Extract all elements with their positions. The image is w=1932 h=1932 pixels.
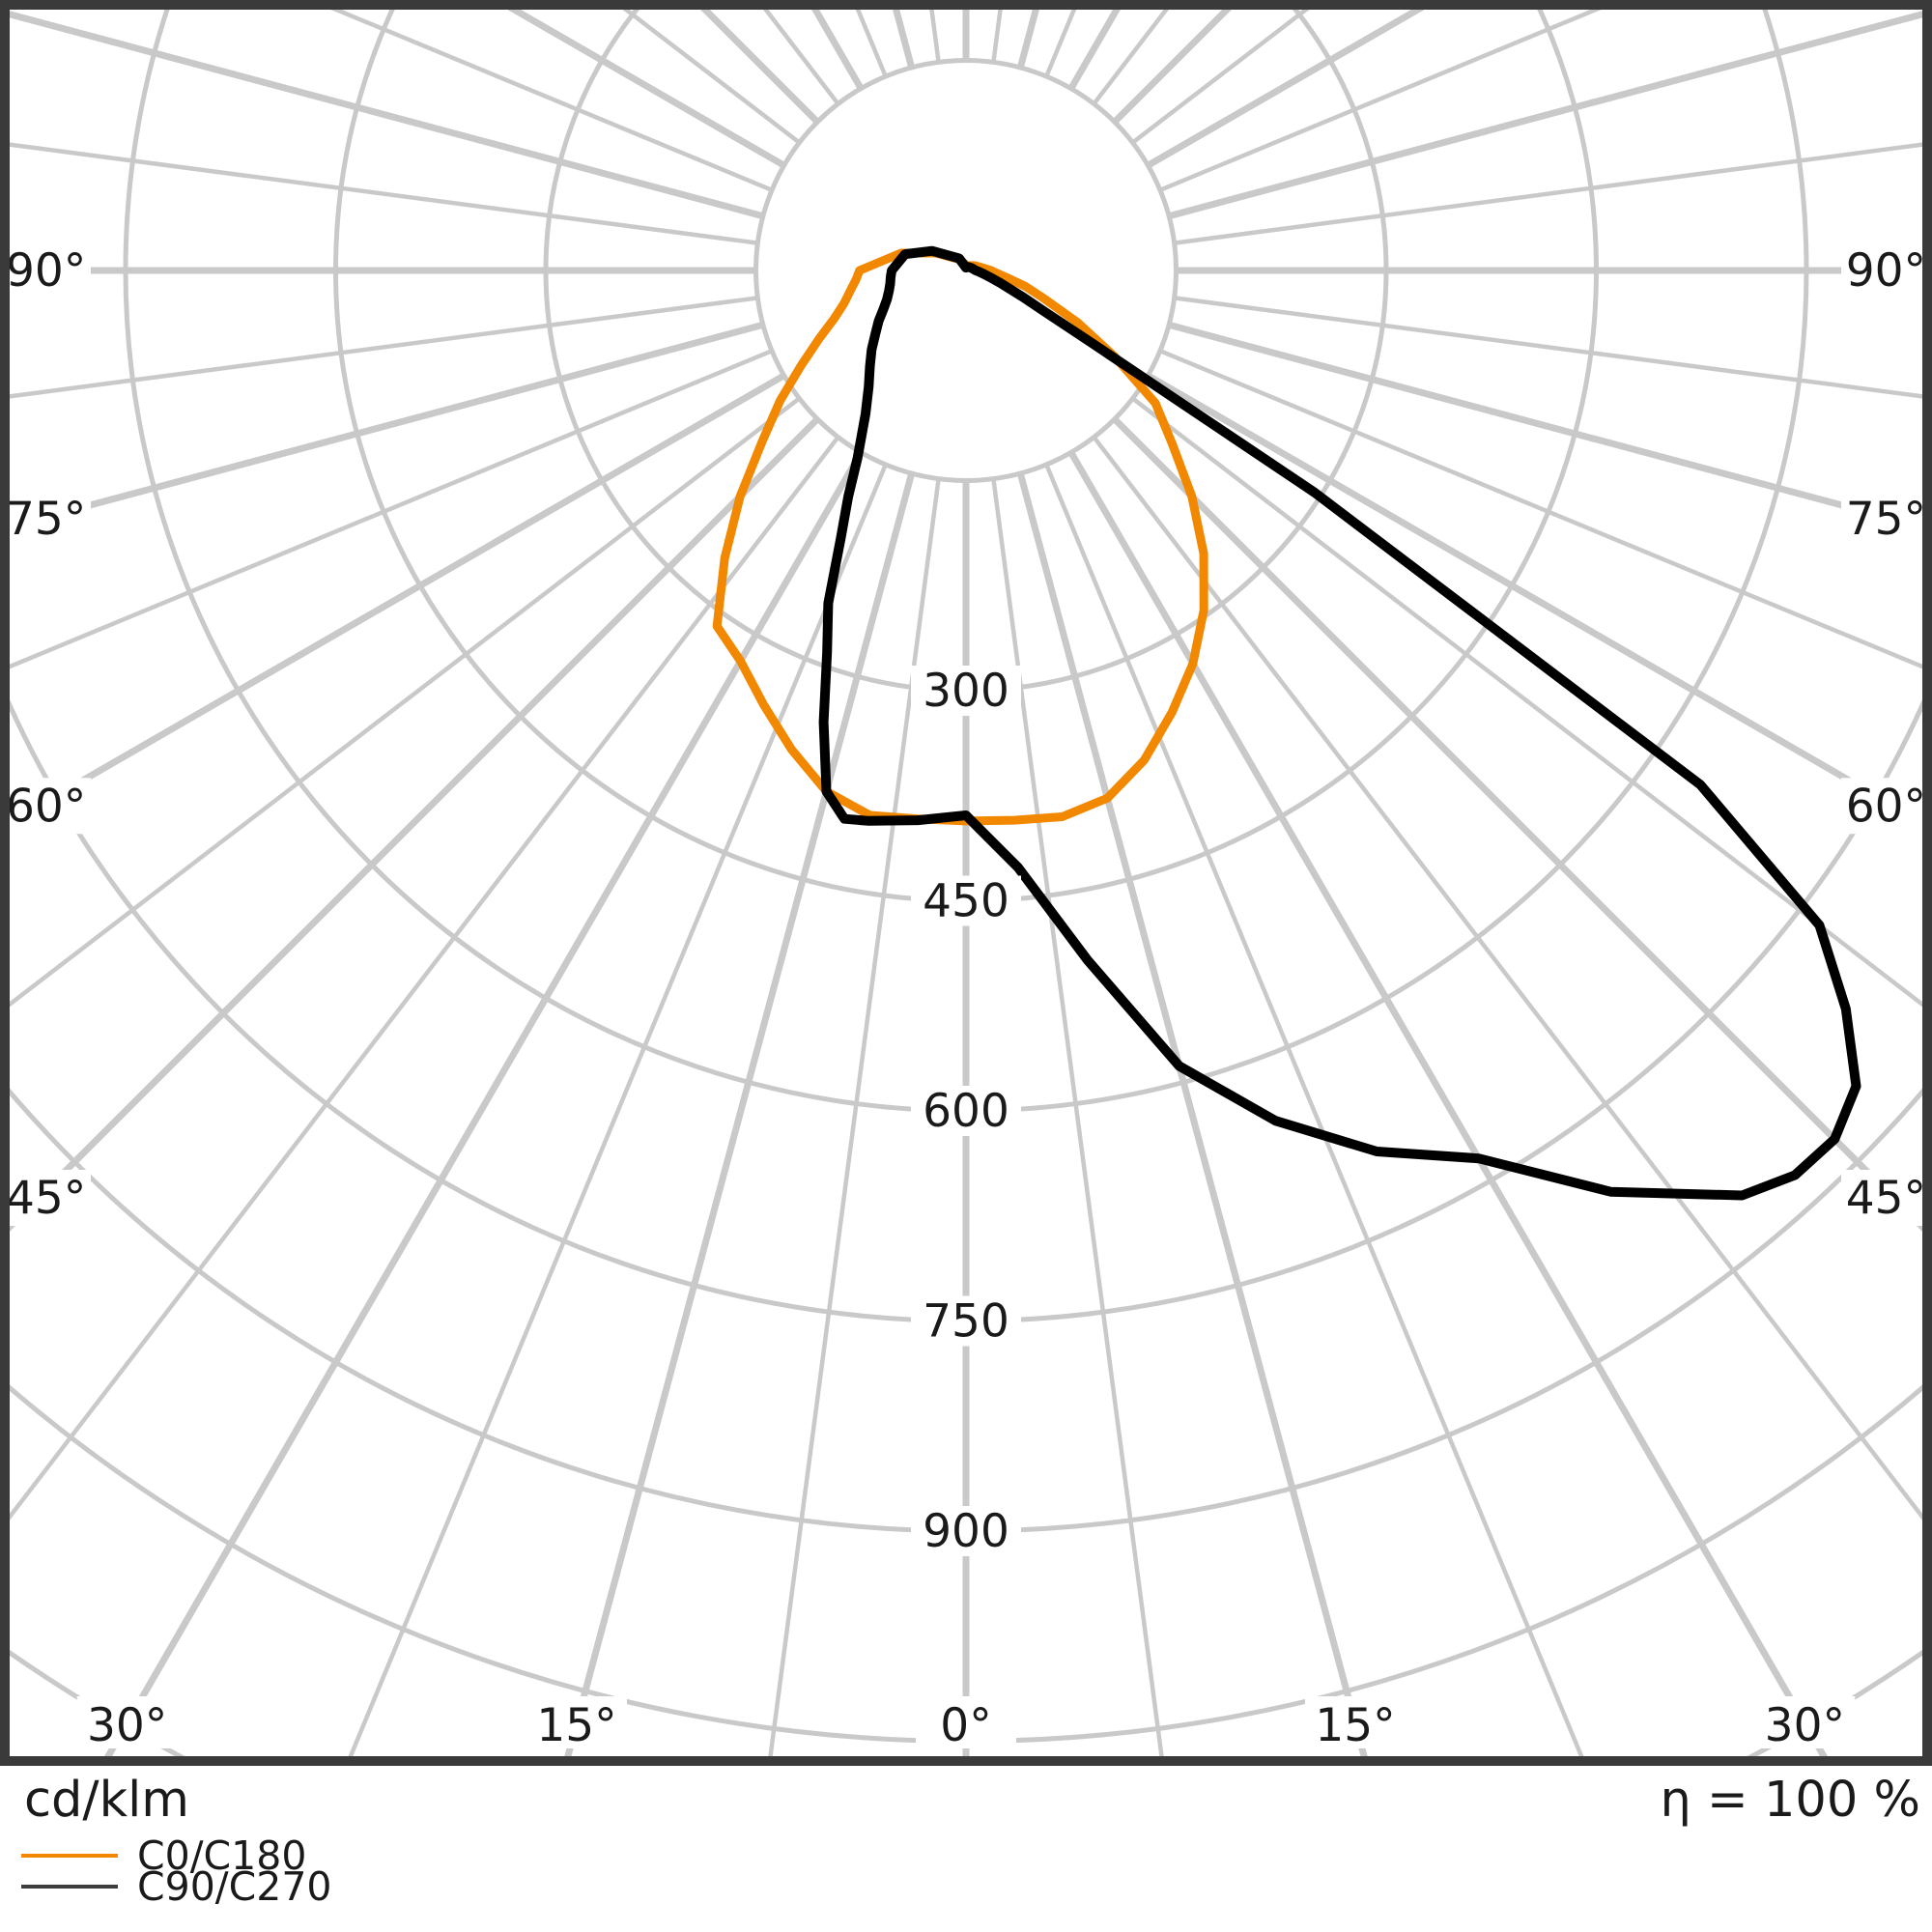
angle-label-mask: [526, 1696, 628, 1748]
plot-frame: [0, 0, 1932, 1766]
radius-label-mask: [911, 1086, 1021, 1136]
curve-c0-c180: [712, 248, 1208, 826]
efficiency-label: η = 100 %: [1661, 1772, 1921, 1829]
grid-ray: [1159, 10, 1602, 192]
angle-label-mask: [1841, 491, 1930, 548]
angle-tick-label: 45°: [1846, 1172, 1926, 1225]
grid-ray: [1044, 464, 1584, 1756]
radius-tick-label: 750: [923, 1295, 1009, 1349]
grid-ray: [103, 450, 865, 1756]
grid-ray: [10, 416, 820, 1232]
angle-labels: 90° 75° 60° 45° 90° 75° 60° 45° 30° 15° 0° 15° 30°: [2, 242, 1930, 1752]
legend-label-c0-c180: C0/C180: [137, 1833, 306, 1879]
grid-ray: [10, 372, 786, 827]
grid-ray: [348, 464, 888, 1756]
radius-label-mask: [911, 666, 1021, 716]
curve-c90-c270: [818, 245, 1861, 1201]
angle-tick-label: 90°: [6, 244, 86, 298]
grid-ray: [1092, 436, 1922, 1520]
grid-ray: [1174, 142, 1922, 245]
grid-ray: [1168, 11, 1922, 220]
radius-tick-label: 900: [923, 1505, 1009, 1558]
angle-tick-label: 15°: [1315, 1699, 1395, 1752]
unit-label: cd/klm: [24, 1772, 189, 1829]
radius-tick-label: 600: [923, 1085, 1009, 1138]
angle-tick-label: 60°: [6, 780, 86, 833]
angle-tick-label: 45°: [6, 1172, 86, 1225]
grid-ray: [10, 321, 764, 530]
grid-ray: [1131, 396, 1922, 1008]
grid-ray: [1112, 416, 1922, 1232]
angle-label-mask: [1841, 1170, 1930, 1226]
angle-tick-label: 15°: [536, 1699, 616, 1752]
grid-ray: [1174, 296, 1922, 399]
grid-ray: [768, 478, 941, 1756]
grid-ray: [1168, 321, 1922, 530]
angle-label-mask: [916, 1696, 1016, 1748]
grid-ray: [564, 472, 916, 1756]
angle-label-mask: [1754, 1696, 1856, 1748]
radius-label-mask: [911, 1295, 1021, 1347]
grid-ray: [10, 396, 801, 1008]
angle-tick-label: 75°: [6, 493, 86, 546]
angle-tick-label: 75°: [1846, 493, 1926, 546]
angle-label-mask: [2, 491, 91, 548]
angle-label-mask: [2, 242, 91, 298]
grid-ray: [330, 10, 773, 192]
grid-ray: [991, 478, 1164, 1756]
angle-tick-label: 0°: [940, 1699, 991, 1752]
radius-tick-label: 450: [923, 875, 1009, 928]
grid-ray: [10, 349, 773, 669]
angle-tick-label: 90°: [1846, 244, 1926, 298]
grid-ray: [1146, 372, 1922, 827]
angle-label-mask: [1304, 1696, 1406, 1748]
grid-ray: [10, 142, 758, 245]
angle-label-mask: [2, 778, 91, 835]
angle-label-mask: [2, 1170, 91, 1226]
radius-label-mask: [911, 1506, 1021, 1556]
grid-ray: [10, 436, 840, 1520]
radius-labels: 300 450 600 750 900: [911, 665, 1021, 1558]
angle-label-mask: [1841, 778, 1930, 835]
angle-label-mask: [76, 1696, 178, 1748]
angle-label-mask: [1841, 242, 1930, 298]
angle-tick-label: 30°: [1765, 1699, 1845, 1752]
legend: C0/C180 C90/C270: [21, 1833, 332, 1910]
radius-label-mask: [911, 875, 1021, 926]
grid-ray: [1067, 450, 1829, 1756]
grid-ray: [10, 296, 758, 399]
radius-tick-label: 300: [923, 665, 1009, 718]
grid-ray: [1159, 349, 1922, 669]
legend-label-c90-c270: C90/C270: [137, 1863, 332, 1910]
grid-ray: [10, 11, 764, 220]
grid-ray: [1016, 472, 1368, 1756]
angle-tick-label: 60°: [1846, 780, 1926, 833]
angle-tick-label: 30°: [87, 1699, 167, 1752]
